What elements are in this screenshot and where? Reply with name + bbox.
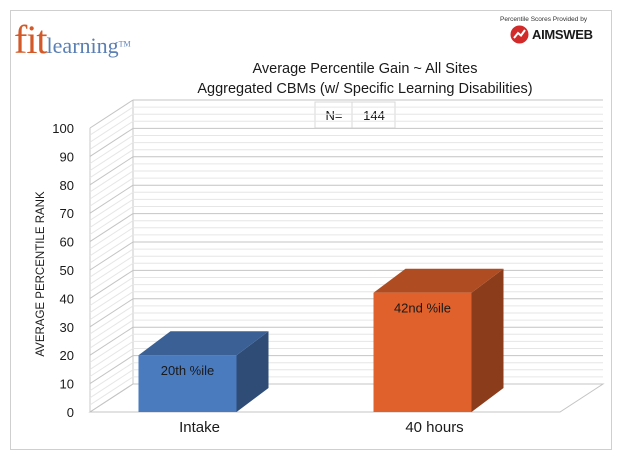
aimsweb-red-circle-icon <box>510 25 529 44</box>
bar-front-face <box>373 292 472 412</box>
side-grid-line <box>89 177 134 207</box>
side-grid-line <box>89 326 134 356</box>
y-axis-label: AVERAGE PERCENTILE RANK <box>35 191 47 357</box>
side-grid-line <box>89 191 134 221</box>
chart-title: Average Percentile Gain ~ All Sites <box>252 61 477 77</box>
fit-learning-logo: fitlearningTM <box>14 16 131 63</box>
side-grid-line <box>89 99 134 129</box>
side-grid-line <box>89 127 134 157</box>
logo-learning-text: learning <box>46 33 119 58</box>
x-tick-label: Intake <box>179 419 220 436</box>
x-tick-labels: Intake 40 hours <box>179 419 464 436</box>
side-grid-line <box>89 333 134 363</box>
bar-data-label: 20th %ile <box>161 363 214 378</box>
y-tick-labels: 0 10 20 30 40 50 60 70 80 90 100 <box>52 121 74 420</box>
y-tick-label: 40 <box>60 291 74 306</box>
side-grid-line <box>89 284 134 314</box>
side-grid-line <box>89 291 134 321</box>
y-tick-label: 10 <box>60 377 74 392</box>
side-grid-line <box>89 355 134 385</box>
y-tick-label: 20 <box>60 348 74 363</box>
side-grid-line <box>89 163 134 193</box>
bar-data-label: 42nd %ile <box>394 301 451 316</box>
bar-intake: 20th %ile <box>138 331 269 412</box>
bar-series: 20th %ile 42nd %ile <box>138 268 504 412</box>
side-grid-line <box>89 198 134 228</box>
y-tick-label: 60 <box>60 235 74 250</box>
y-tick-label: 50 <box>60 263 74 278</box>
logo-tm-text: TM <box>118 39 131 49</box>
side-grid-line <box>89 184 134 214</box>
side-grid-line <box>89 234 134 264</box>
aimsweb-brand-text: AIMSWEB <box>532 27 593 42</box>
side-grid-line <box>89 369 134 399</box>
n-value: 144 <box>363 108 385 123</box>
bar-top-face <box>373 268 504 293</box>
y-tick-label: 30 <box>60 320 74 335</box>
side-grid-line <box>89 298 134 328</box>
side-grid-line <box>89 113 134 143</box>
side-grid-line <box>89 135 134 164</box>
side-grid-line <box>89 142 134 172</box>
side-grid-line <box>89 312 134 342</box>
y-tick-label: 80 <box>60 178 74 193</box>
y-tick-label: 90 <box>60 149 74 164</box>
logo-fit-text: fit <box>14 17 48 62</box>
bar-top-face <box>138 331 269 356</box>
y-tick-label: 100 <box>52 121 74 136</box>
side-grid-line <box>89 277 134 306</box>
aimsweb-logo: AIMSWEB <box>510 25 593 44</box>
side-grid-line <box>89 319 134 349</box>
side-grid-line <box>89 305 134 335</box>
bar-side-face <box>471 268 504 412</box>
chart-subtitle: Aggregated CBMs (w/ Specific Learning Di… <box>197 81 532 97</box>
sample-size-box: N= 144 <box>314 101 396 129</box>
bar-40-hours: 42nd %ile <box>373 268 504 412</box>
provider-note: Percentile Scores Provided by <box>500 16 588 23</box>
side-grid-line <box>89 248 134 278</box>
y-tick-label: 70 <box>60 206 74 221</box>
side-grid-line <box>89 170 134 200</box>
x-tick-label: 40 hours <box>405 419 463 436</box>
side-grid-line <box>89 241 134 271</box>
side-grid-line <box>89 106 134 136</box>
y-tick-label: 0 <box>67 405 74 420</box>
side-grid-line <box>89 340 134 370</box>
bar-side-face <box>236 331 269 412</box>
side-grid-line <box>89 149 134 179</box>
side-grid-line <box>89 206 134 235</box>
side-grid-line <box>89 376 134 406</box>
bar-front-face <box>138 355 237 412</box>
side-grid-line <box>89 213 134 243</box>
side-grid-line <box>89 156 134 186</box>
side-grid-line <box>89 227 134 257</box>
side-grid-line <box>89 255 134 285</box>
side-grid-line <box>89 269 134 299</box>
side-grid-line <box>89 362 134 392</box>
side-grid-line <box>89 220 134 250</box>
side-grid-line <box>89 120 134 150</box>
n-label: N= <box>326 108 343 123</box>
side-grid-line <box>89 348 134 377</box>
side-grid-line <box>89 262 134 292</box>
